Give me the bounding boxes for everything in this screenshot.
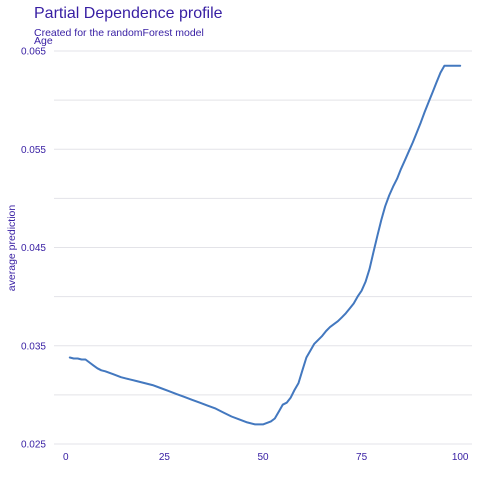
chart-title: Partial Dependence profile	[34, 5, 223, 22]
chart-subtitle: Created for the randomForest model	[34, 27, 204, 39]
x-tick-label: 25	[159, 452, 171, 463]
series-layer	[68, 64, 462, 426]
x-tick-label: 0	[63, 452, 69, 463]
series-line	[68, 64, 462, 426]
y-axis-title: average prediction	[6, 205, 18, 292]
y-axis-ticks: 0.025 0.035 0.045 0.055 0.065	[21, 47, 46, 451]
y-tick-label: 0.045	[21, 243, 46, 254]
grid-layer	[54, 50, 472, 445]
y-tick-label: 0.055	[21, 145, 46, 156]
panel-label: Age	[34, 35, 53, 47]
x-tick-label: 75	[356, 452, 368, 463]
y-tick-label: 0.025	[21, 440, 46, 451]
x-tick-label: 50	[257, 452, 269, 463]
x-tick-label: 100	[452, 452, 469, 463]
y-tick-label: 0.035	[21, 341, 46, 352]
y-tick-label: 0.065	[21, 47, 46, 58]
x-axis-ticks: 0 25 50 75 100	[63, 452, 469, 463]
